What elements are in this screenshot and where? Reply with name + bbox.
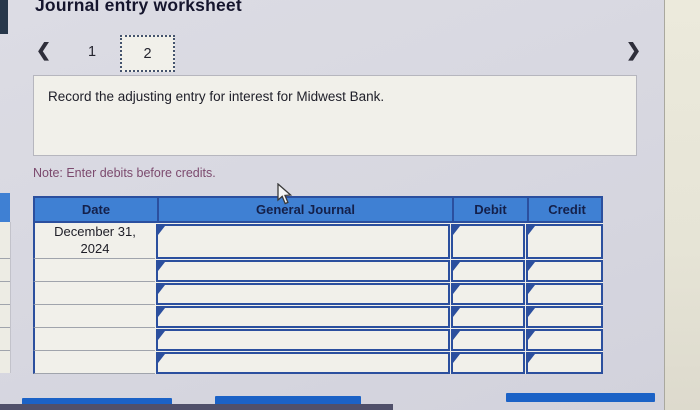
credit-input-cell[interactable] [525,259,603,282]
account-input-cell[interactable] [155,305,450,328]
table-row [33,351,603,374]
account-input-cell[interactable] [155,351,450,374]
date-cell [33,305,155,328]
cell-corner-flag-icon [452,330,460,340]
date-cell [33,282,155,305]
cell-corner-flag-icon [452,225,460,235]
instruction-text: Record the adjusting entry for interest … [48,89,385,104]
journal-entry-table: Date General Journal Debit Credit Decemb… [33,196,603,374]
pager-page-2-selected[interactable]: 2 [120,35,175,72]
debit-input-cell[interactable] [450,305,525,328]
credit-input-cell[interactable] [525,282,603,305]
table-body: December 31, 2024 [33,223,603,374]
left-edge-table-sliver-header [0,193,10,222]
pager-page-2-label: 2 [143,45,152,62]
button-top-bar-left[interactable] [22,398,172,407]
instruction-box: Record the adjusting entry for interest … [33,75,637,156]
cell-corner-flag-icon [527,225,535,235]
cell-corner-flag-icon [527,261,535,271]
cell-corner-flag-icon [527,330,535,340]
cell-corner-flag-icon [527,353,535,363]
photo-background-strip [664,0,700,410]
table-row: December 31, 2024 [33,223,603,259]
debit-input-cell[interactable] [450,351,525,374]
cell-corner-flag-icon [452,307,460,317]
column-header-date: Date [81,202,111,217]
cell-corner-flag-icon [452,353,460,363]
date-cell [33,259,155,282]
debit-input-cell[interactable] [450,223,525,259]
button-top-bar-right[interactable] [506,393,655,402]
bottom-bezel-band [0,404,393,410]
account-input-cell[interactable] [155,259,450,282]
note-text: Note: Enter debits before credits. [33,166,216,180]
cell-corner-flag-icon [452,261,460,271]
account-input-cell[interactable] [155,328,450,351]
table-row [33,305,603,328]
account-input-cell[interactable] [155,282,450,305]
cell-corner-flag-icon [157,353,165,363]
column-header-general-journal: General Journal [157,198,452,221]
button-top-bar-middle[interactable] [215,396,361,405]
column-header-debit: Debit [452,198,527,221]
cell-corner-flag-icon [157,284,165,294]
cell-corner-flag-icon [157,330,165,340]
top-left-corner-decoration [0,0,8,34]
next-page-chevron-icon[interactable]: ❯ [626,40,642,60]
date-cell [33,351,155,374]
table-row [33,282,603,305]
pager-page-1[interactable]: 1 [88,44,97,60]
cell-corner-flag-icon [157,261,165,271]
table-row [33,259,603,282]
cell-corner-flag-icon [452,284,460,294]
credit-input-cell[interactable] [525,223,603,259]
date-cell [33,328,155,351]
cell-corner-flag-icon [527,307,535,317]
cell-corner-flag-icon [527,284,535,294]
table-header-row: Date General Journal Debit Credit [33,196,603,223]
column-header-credit: Credit [527,198,605,221]
account-input-cell[interactable] [155,223,450,259]
page-title: Journal entry worksheet [35,0,242,15]
cell-corner-flag-icon [157,225,165,235]
debit-input-cell[interactable] [450,282,525,305]
credit-input-cell[interactable] [525,351,603,374]
worksheet-panel: Journal entry worksheet ❮ 1 2 ❯ Record t… [0,0,664,410]
cell-corner-flag-icon [157,307,165,317]
left-edge-table-sliver [0,222,11,373]
prev-page-chevron-icon[interactable]: ❮ [36,40,52,60]
table-row [33,328,603,351]
credit-input-cell[interactable] [525,328,603,351]
debit-input-cell[interactable] [450,259,525,282]
debit-input-cell[interactable] [450,328,525,351]
credit-input-cell[interactable] [525,305,603,328]
date-cell: December 31, 2024 [33,223,155,259]
